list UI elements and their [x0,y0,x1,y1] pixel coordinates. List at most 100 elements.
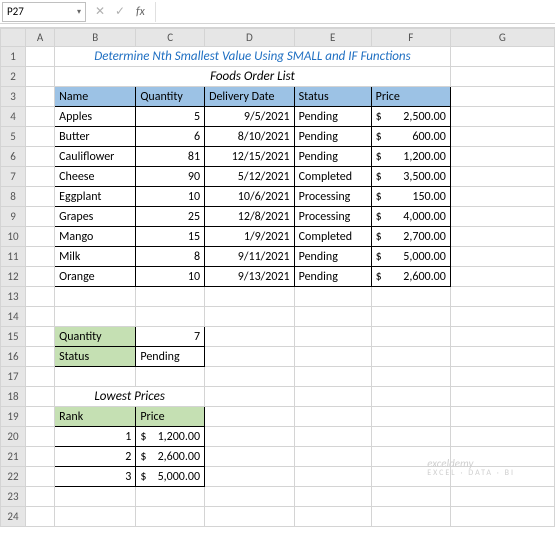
cell-date[interactable]: 9/11/2021 [205,247,295,267]
row-header[interactable]: 16 [1,347,26,367]
cell-qty[interactable]: 90 [136,167,205,187]
row-header[interactable]: 2 [1,67,26,87]
cell-qty[interactable]: 10 [136,187,205,207]
cell-status[interactable]: Pending [294,107,371,127]
row-header[interactable]: 20 [1,427,26,447]
row-header[interactable]: 5 [1,127,26,147]
cell-name[interactable]: Eggplant [55,187,136,207]
name-box[interactable]: P27 ▾ [2,2,86,22]
cell-date[interactable]: 12/15/2021 [205,147,295,167]
row-header[interactable]: 13 [1,287,26,307]
cell-status[interactable]: Processing [294,207,371,227]
col-header[interactable]: B [55,29,136,47]
page-title[interactable]: Determine Nth Smallest Value Using SMALL… [55,47,451,67]
cell-qty[interactable]: 25 [136,207,205,227]
cell-name[interactable]: Apples [55,107,136,127]
col-header[interactable]: F [371,29,450,47]
select-all-corner[interactable] [1,29,26,47]
row-header[interactable]: 14 [1,307,26,327]
col-header[interactable]: D [205,29,295,47]
row-header[interactable]: 10 [1,227,26,247]
th-name[interactable]: Name [55,87,136,107]
cell-date[interactable]: 8/10/2021 [205,127,295,147]
fx-icon[interactable]: fx [136,5,145,19]
cell-price[interactable]: $2,500.00 [371,107,450,127]
cell-name[interactable]: Grapes [55,207,136,227]
lowest-price[interactable]: $1,200.00 [136,427,205,447]
cell-qty[interactable]: 5 [136,107,205,127]
cell-qty[interactable]: 10 [136,267,205,287]
column-header-row[interactable]: A B C D E F G [1,29,555,47]
lowest-rank[interactable]: 1 [55,427,136,447]
th-price[interactable]: Price [371,87,450,107]
cell-name[interactable]: Milk [55,247,136,267]
name-box-dropdown-icon[interactable]: ▾ [77,7,81,17]
col-header[interactable]: E [294,29,371,47]
cell-status[interactable]: Completed [294,227,371,247]
row-header[interactable]: 9 [1,207,26,227]
row-header[interactable]: 21 [1,447,26,467]
row-header[interactable]: 6 [1,147,26,167]
table-subtitle[interactable]: Foods Order List [55,67,451,87]
lowest-rank[interactable]: 2 [55,447,136,467]
cell-price[interactable]: $4,000.00 [371,207,450,227]
row-header[interactable]: 19 [1,407,26,427]
row-header[interactable]: 7 [1,167,26,187]
cell-price[interactable]: $2,600.00 [371,267,450,287]
cell-name[interactable]: Butter [55,127,136,147]
row-header[interactable]: 22 [1,467,26,487]
row-header[interactable]: 17 [1,367,26,387]
cell-date[interactable]: 1/9/2021 [205,227,295,247]
cell-price[interactable]: $600.00 [371,127,450,147]
cell-qty[interactable]: 15 [136,227,205,247]
cell-name[interactable]: Mango [55,227,136,247]
cell-status[interactable]: Pending [294,147,371,167]
criteria-status-label[interactable]: Status [55,347,136,367]
criteria-qty-label[interactable]: Quantity [55,327,136,347]
lowest-price[interactable]: $2,600.00 [136,447,205,467]
col-header[interactable]: C [136,29,205,47]
lowest-th-price[interactable]: Price [136,407,205,427]
cell-date[interactable]: 5/12/2021 [205,167,295,187]
cell-qty[interactable]: 81 [136,147,205,167]
cell-status[interactable]: Pending [294,267,371,287]
row-header[interactable]: 1 [1,47,26,67]
cell-status[interactable]: Completed [294,167,371,187]
cell-date[interactable]: 9/5/2021 [205,107,295,127]
lowest-th-rank[interactable]: Rank [55,407,136,427]
row-header[interactable]: 4 [1,107,26,127]
row-header[interactable]: 12 [1,267,26,287]
lowest-title[interactable]: Lowest Prices [55,387,205,407]
cell-date[interactable]: 10/6/2021 [205,187,295,207]
lowest-rank[interactable]: 3 [55,467,136,487]
th-qty[interactable]: Quantity [136,87,205,107]
col-header[interactable]: G [450,29,554,47]
row-header[interactable]: 24 [1,507,26,527]
row-header[interactable]: 11 [1,247,26,267]
cell-price[interactable]: $1,200.00 [371,147,450,167]
th-date[interactable]: Delivery Date [205,87,295,107]
criteria-qty-value[interactable]: 7 [136,327,205,347]
cell-name[interactable]: Orange [55,267,136,287]
criteria-status-value[interactable]: Pending [136,347,205,367]
cell-price[interactable]: $3,500.00 [371,167,450,187]
cell-price[interactable]: $2,700.00 [371,227,450,247]
row-header[interactable]: 8 [1,187,26,207]
th-status[interactable]: Status [294,87,371,107]
row-header[interactable]: 15 [1,327,26,347]
cell-price[interactable]: $150.00 [371,187,450,207]
cell-status[interactable]: Processing [294,187,371,207]
cell-date[interactable]: 12/8/2021 [205,207,295,227]
cell-name[interactable]: Cheese [55,167,136,187]
cell-status[interactable]: Pending [294,247,371,267]
cell-qty[interactable]: 8 [136,247,205,267]
spreadsheet-grid[interactable]: A B C D E F G 1 Determine Nth Smallest V… [0,28,555,527]
col-header[interactable]: A [25,29,54,47]
lowest-price[interactable]: $5,000.00 [136,467,205,487]
cell-name[interactable]: Cauliflower [55,147,136,167]
cell-price[interactable]: $5,000.00 [371,247,450,267]
row-header[interactable]: 23 [1,487,26,507]
formula-input[interactable] [155,2,555,22]
row-header[interactable]: 3 [1,87,26,107]
cell-qty[interactable]: 6 [136,127,205,147]
